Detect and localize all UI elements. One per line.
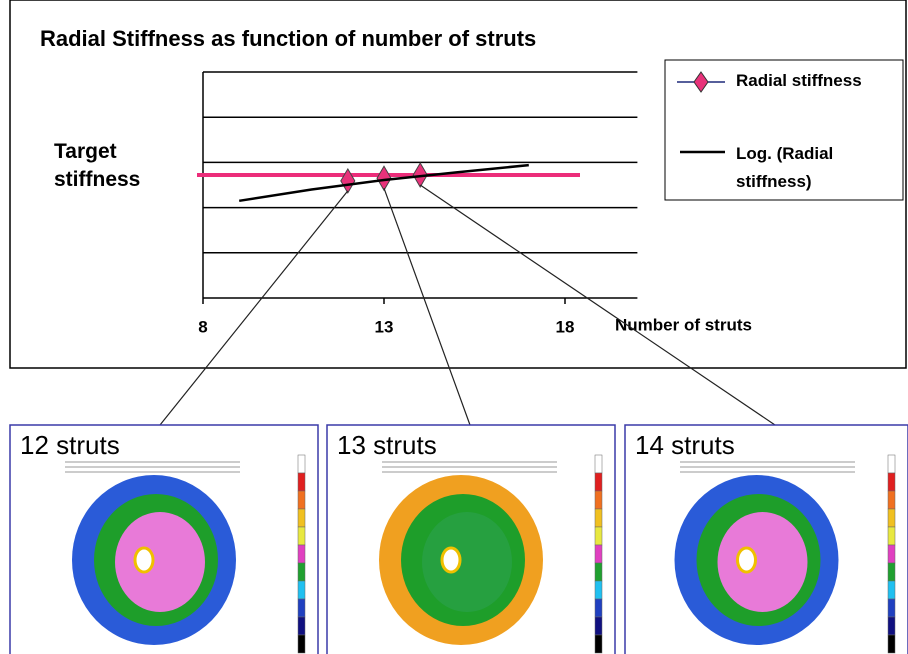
color-bar: [888, 581, 895, 599]
color-bar: [298, 563, 305, 581]
color-bar: [298, 509, 305, 527]
fea-panel: 14 struts: [625, 425, 908, 654]
hub: [135, 548, 153, 572]
ring-inner: [718, 512, 808, 612]
color-bar: [298, 599, 305, 617]
color-bar: [595, 473, 602, 491]
legend-label: Log. (Radial stiffness): [736, 140, 846, 196]
panel-label: 12 struts: [20, 430, 120, 460]
color-bar: [888, 455, 895, 473]
panel-label: 14 struts: [635, 430, 735, 460]
color-bar: [595, 455, 602, 473]
color-bar: [595, 635, 602, 653]
panel-label: 13 struts: [337, 430, 437, 460]
chart-title: Radial Stiffness as function of number o…: [40, 26, 536, 51]
chart: Radial Stiffness as function of number o…: [0, 0, 908, 654]
color-bar: [888, 545, 895, 563]
color-bar: [888, 473, 895, 491]
color-bar: [595, 617, 602, 635]
color-bar: [298, 491, 305, 509]
x-axis-label: Number of struts: [615, 315, 752, 334]
color-bar: [595, 581, 602, 599]
fea-panel: 12 struts: [10, 425, 318, 654]
color-bar: [595, 491, 602, 509]
color-bar: [298, 527, 305, 545]
color-bar: [595, 599, 602, 617]
x-tick-label: 8: [198, 317, 207, 336]
page: {"chart_data": {"type": "line", "title":…: [0, 0, 908, 654]
color-bar: [595, 509, 602, 527]
target-label: Target stiffness: [54, 138, 164, 194]
color-bar: [888, 509, 895, 527]
fea-panel: 13 struts: [327, 425, 615, 654]
x-tick-label: 13: [375, 317, 394, 336]
color-bar: [595, 545, 602, 563]
color-bar: [888, 635, 895, 653]
color-bar: [888, 491, 895, 509]
color-bar: [888, 617, 895, 635]
legend-label: Radial stiffness: [736, 71, 862, 91]
color-bar: [888, 563, 895, 581]
color-bar: [595, 527, 602, 545]
hub: [738, 548, 756, 572]
color-bar: [595, 563, 602, 581]
color-bar: [298, 635, 305, 653]
color-bar: [888, 599, 895, 617]
ring-inner: [422, 512, 512, 612]
color-bar: [298, 545, 305, 563]
color-bar: [298, 617, 305, 635]
color-bar: [298, 455, 305, 473]
color-bar: [298, 581, 305, 599]
x-tick-label: 18: [556, 317, 575, 336]
color-bar: [888, 527, 895, 545]
ring-inner: [115, 512, 205, 612]
hub: [442, 548, 460, 572]
color-bar: [298, 473, 305, 491]
